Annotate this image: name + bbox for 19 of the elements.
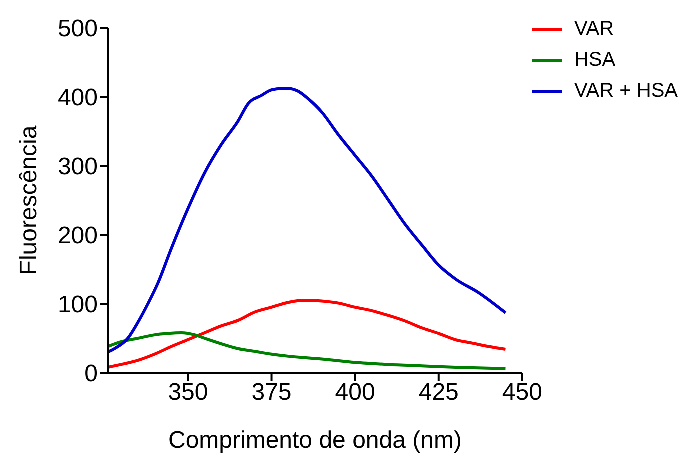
legend-label: HSA bbox=[574, 49, 616, 72]
x-tick-label: 450 bbox=[502, 379, 542, 406]
y-tick-label: 200 bbox=[58, 222, 98, 250]
y-tick-label: 400 bbox=[58, 84, 98, 112]
y-tick-label: 500 bbox=[58, 16, 98, 43]
y-tick-label: 300 bbox=[58, 154, 98, 181]
y-axis-title: Fluorescência bbox=[16, 125, 43, 276]
y-tick-label: 100 bbox=[58, 292, 98, 319]
y-tick-label: 0 bbox=[84, 360, 98, 388]
x-tick-label: 350 bbox=[168, 379, 208, 406]
x-tick-label: 425 bbox=[418, 379, 459, 406]
line-series bbox=[108, 299, 508, 369]
x-tick-label: 400 bbox=[335, 379, 376, 406]
legend-label: VAR + HSA bbox=[574, 80, 678, 103]
line-series bbox=[108, 87, 508, 354]
x-tick-label: 375 bbox=[252, 379, 292, 406]
line-series bbox=[108, 331, 508, 370]
x-axis-title: Comprimento de onda (nm) bbox=[168, 427, 462, 454]
legend-label: VAR bbox=[574, 18, 614, 41]
